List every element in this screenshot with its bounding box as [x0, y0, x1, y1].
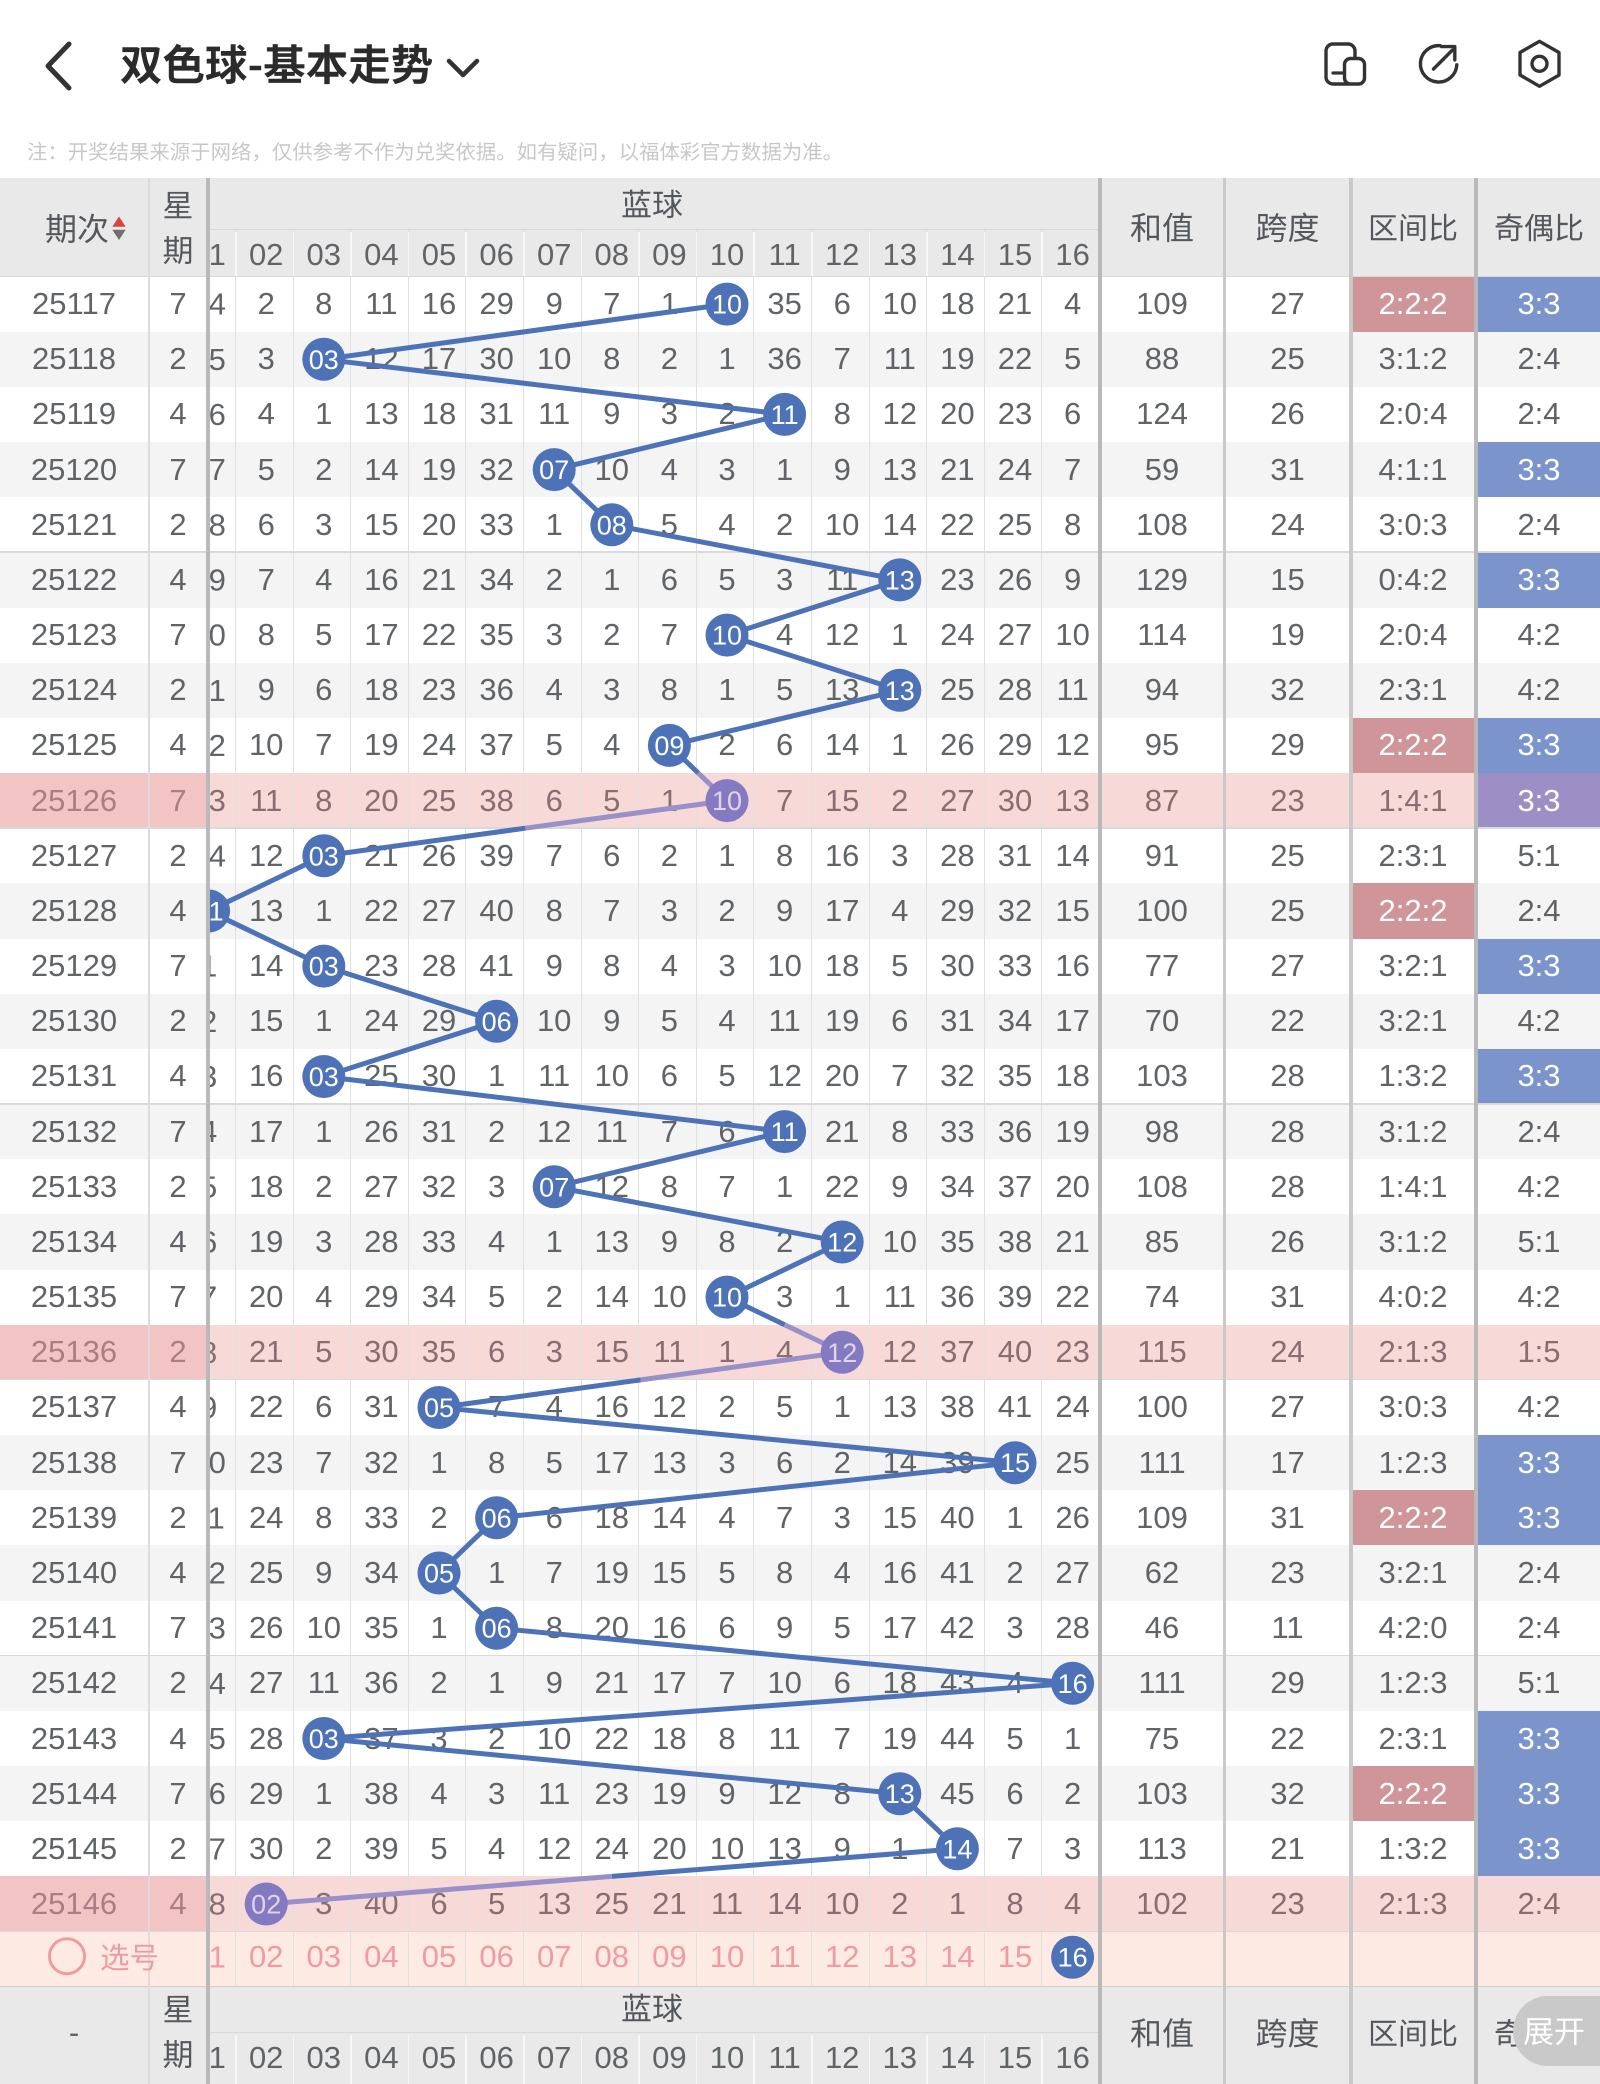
svg-text:08: 08 [597, 510, 627, 540]
svg-text:23: 23 [191, 783, 225, 818]
svg-text:18: 18 [191, 507, 225, 542]
svg-text:01: 01 [191, 1940, 225, 1975]
svg-text:01: 01 [194, 897, 224, 927]
svg-text:3: 3 [200, 1059, 217, 1094]
svg-text:01: 01 [191, 2040, 225, 2075]
svg-text:03: 03 [309, 345, 339, 375]
svg-text:12: 12 [827, 1338, 857, 1368]
svg-text:03: 03 [309, 1724, 339, 1754]
svg-text:14: 14 [191, 287, 225, 322]
svg-text:6: 6 [200, 1225, 217, 1260]
svg-text:10: 10 [712, 786, 742, 816]
svg-text:01: 01 [191, 237, 225, 272]
svg-text:11: 11 [771, 1117, 799, 1147]
svg-text:10: 10 [191, 1445, 225, 1480]
svg-text:1: 1 [200, 949, 217, 984]
svg-text:16: 16 [191, 397, 225, 432]
svg-text:02: 02 [251, 1890, 281, 1920]
svg-text:03: 03 [309, 952, 339, 982]
svg-text:14: 14 [191, 1666, 225, 1701]
svg-text:5: 5 [200, 1169, 217, 1204]
svg-text:11: 11 [193, 1500, 225, 1535]
svg-text:03: 03 [309, 1062, 339, 1092]
svg-text:07: 07 [539, 1172, 569, 1202]
svg-text:12: 12 [827, 1228, 857, 1258]
svg-text:10: 10 [712, 1283, 742, 1313]
svg-text:20: 20 [191, 618, 225, 653]
svg-text:06: 06 [482, 1614, 512, 1644]
svg-text:03: 03 [309, 841, 339, 871]
svg-text:22: 22 [191, 728, 225, 763]
svg-text:11: 11 [771, 400, 799, 430]
svg-text:4: 4 [200, 1114, 217, 1149]
svg-text:13: 13 [885, 676, 915, 706]
svg-text:10: 10 [712, 290, 742, 320]
svg-text:05: 05 [424, 1393, 454, 1423]
svg-text:9: 9 [200, 1390, 217, 1425]
svg-text:17: 17 [191, 452, 225, 487]
svg-text:06: 06 [482, 1007, 512, 1037]
svg-text:8: 8 [200, 1335, 217, 1370]
svg-text:05: 05 [424, 1559, 454, 1589]
svg-text:13: 13 [885, 565, 915, 595]
svg-text:13: 13 [191, 1611, 225, 1646]
svg-text:15: 15 [191, 1721, 225, 1756]
svg-text:09: 09 [654, 731, 684, 761]
svg-text:16: 16 [191, 1776, 225, 1811]
svg-text:7: 7 [200, 1280, 217, 1315]
svg-text:06: 06 [482, 1503, 512, 1533]
svg-text:18: 18 [191, 1887, 225, 1922]
svg-text:17: 17 [191, 1831, 225, 1866]
svg-text:07: 07 [539, 455, 569, 485]
svg-text:15: 15 [191, 342, 225, 377]
svg-text:13: 13 [885, 1779, 915, 1809]
svg-text:16: 16 [1058, 1943, 1088, 1973]
svg-text:16: 16 [1058, 1669, 1088, 1699]
svg-text:24: 24 [191, 838, 225, 873]
svg-text:2: 2 [200, 1004, 217, 1039]
svg-text:10: 10 [712, 621, 742, 651]
svg-text:12: 12 [191, 1556, 225, 1591]
svg-text:21: 21 [191, 673, 225, 708]
svg-text:19: 19 [191, 562, 225, 597]
svg-text:15: 15 [1000, 1448, 1030, 1478]
svg-text:14: 14 [942, 1834, 972, 1864]
